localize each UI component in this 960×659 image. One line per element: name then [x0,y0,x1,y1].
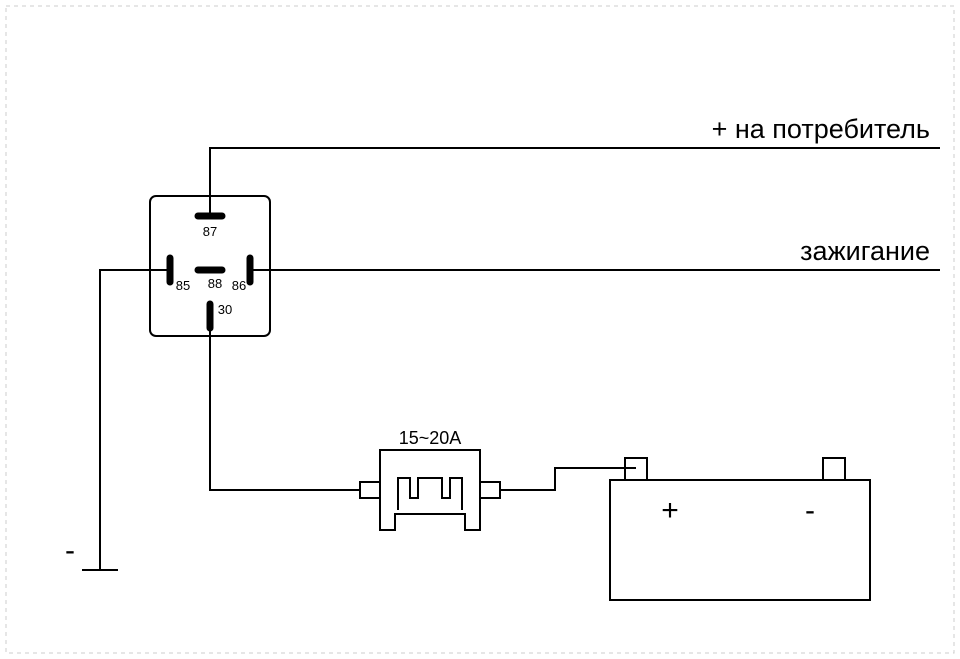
wire-consumer [210,148,940,216]
wire-relay-to-fuse [210,316,360,490]
pin30-label: 30 [218,302,232,317]
fuse-label: 15~20A [399,428,462,448]
relay: 87 85 88 86 30 [150,196,270,336]
label-ground: - [65,534,75,567]
pin87-label: 87 [203,224,217,239]
wiring-diagram: + на потребитель зажигание - 87 85 88 86… [0,0,960,659]
battery-plus: + [661,494,679,527]
battery-minus: - [805,494,815,527]
pin88-label: 88 [208,276,222,291]
pin86-label: 86 [232,278,246,293]
pin85-label: 85 [176,278,190,293]
battery: + - [610,458,870,600]
fuse: 15~20A [360,428,500,530]
label-ignition: зажигание [800,236,930,266]
wire-ground [100,270,170,570]
label-consumer: + на потребитель [712,114,930,144]
border [6,6,954,653]
